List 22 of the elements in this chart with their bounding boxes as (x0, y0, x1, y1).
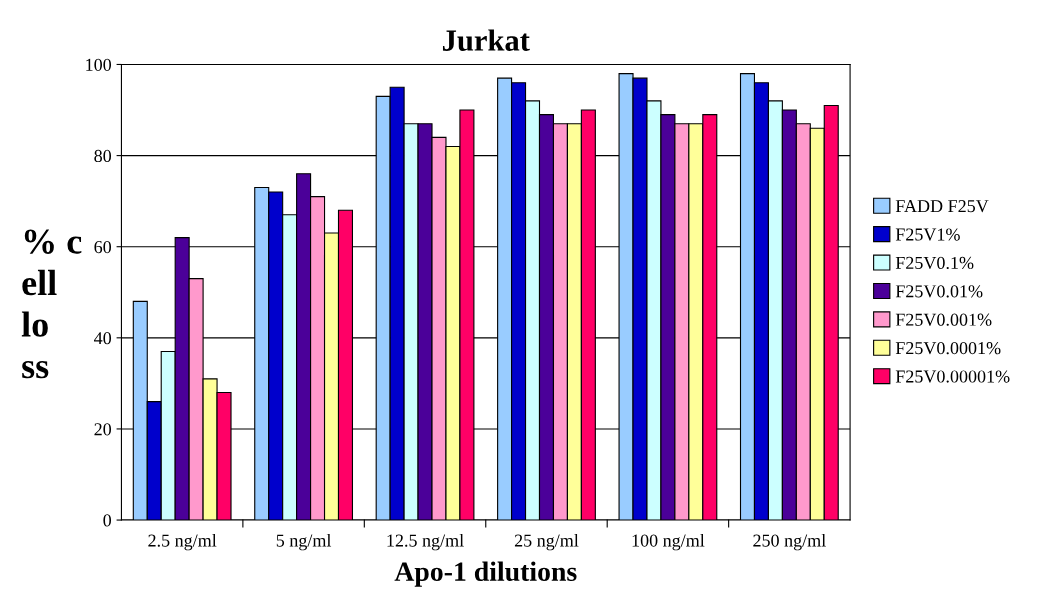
y-tick-label: 20 (94, 423, 112, 436)
x-tick-label: 12.5 ng/ml (387, 533, 464, 551)
x-axis-title: Apo-1 dilutions (394, 561, 577, 587)
legend-label: F25V0.0001% (895, 342, 1001, 355)
y-tick-label: 0 (103, 514, 112, 527)
y-tick-label: 40 (94, 332, 112, 345)
y-tick-label: 60 (94, 240, 112, 254)
legend-label: F25V0.00001% (895, 370, 1010, 383)
x-tick-label: 25 ng/ml (514, 533, 579, 551)
x-tick-label: 5 ng/ml (276, 533, 332, 551)
x-tick-label: 100 ng/ml (632, 533, 705, 551)
y-tick-label: 80 (94, 149, 112, 163)
legend-label: F25V0.001% (895, 313, 992, 326)
x-tick-label: 250 ng/ml (753, 533, 826, 551)
legend-label: FADD F25V (895, 200, 989, 213)
x-tick-label: 2.5 ng/ml (148, 533, 217, 551)
legend-label: F25V0.1% (895, 256, 974, 270)
legend-label: F25V1% (895, 228, 960, 241)
chart-title: Jurkat (442, 29, 530, 51)
legend-label: F25V0.01% (895, 285, 983, 298)
y-tick-label: 100 (86, 58, 112, 71)
y-axis-title: % cell loss (21, 229, 82, 379)
